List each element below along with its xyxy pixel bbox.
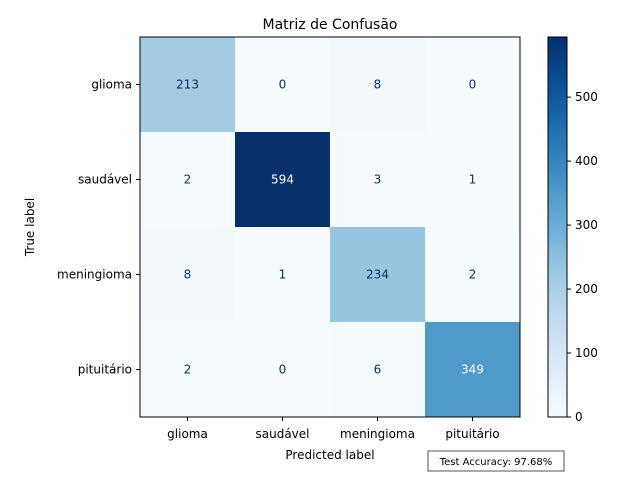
y-tick-labels: glioma saudável meningioma pituitário — [57, 78, 140, 377]
y-tick-label: glioma — [91, 78, 132, 92]
heatmap-cell — [140, 322, 236, 418]
cell-value-label: 2 — [184, 363, 192, 377]
heatmap-cell — [330, 132, 426, 228]
x-axis-label: Predicted label — [285, 448, 374, 462]
heatmap-cell — [235, 132, 331, 228]
x-tick-label: meningioma — [340, 427, 415, 441]
cell-value-label: 8 — [184, 268, 192, 282]
y-axis-label: True label — [23, 198, 37, 257]
y-tick-label: saudável — [78, 173, 132, 187]
colorbar-tick-label: 100 — [575, 346, 598, 360]
cell-value-label: 349 — [461, 363, 484, 377]
cell-value-label: 3 — [374, 173, 382, 187]
colorbar-tick-label: 0 — [575, 410, 583, 424]
heatmap-cell — [140, 227, 236, 323]
accuracy-annotation: Test Accuracy: 97.68% — [427, 450, 565, 472]
y-tick-label: meningioma — [57, 268, 132, 282]
cell-value-label: 234 — [366, 268, 389, 282]
cell-value-label: 0 — [279, 78, 287, 92]
cell-value-label: 2 — [469, 268, 477, 282]
x-tick-label: pituitário — [445, 427, 499, 441]
heatmap-cell — [235, 37, 331, 133]
y-tick-label: pituitário — [78, 363, 132, 377]
heatmap-cell — [140, 132, 236, 228]
cell-value-label: 8 — [374, 78, 382, 92]
cell-value-labels: 213 0 8 0 2 594 3 1 8 1 234 2 2 0 6 349 — [176, 78, 484, 377]
heatmap-cell — [425, 227, 521, 323]
x-tick-label: glioma — [167, 427, 208, 441]
heatmap-cell — [235, 227, 331, 323]
heatmap-cell — [140, 37, 236, 133]
heatmap-cell — [330, 227, 426, 323]
cell-value-label: 2 — [184, 173, 192, 187]
plot-frame — [139, 36, 521, 418]
cell-value-label: 594 — [271, 173, 294, 187]
cell-value-label: 0 — [469, 78, 477, 92]
heatmap-cell — [425, 132, 521, 228]
cell-value-label: 213 — [176, 78, 199, 92]
cell-value-label: 1 — [279, 268, 287, 282]
colorbar-tick-label: 200 — [575, 282, 598, 296]
cell-value-label: 0 — [279, 363, 287, 377]
accuracy-box — [427, 450, 565, 472]
heatmap-cell — [330, 322, 426, 418]
heatmap-cell — [235, 322, 331, 418]
heatmap-cell — [330, 37, 426, 133]
colorbar-tick-label: 300 — [575, 218, 598, 232]
colorbar-tick-label: 500 — [575, 90, 598, 104]
chart-title: Matriz de Confusão — [263, 17, 398, 33]
colorbar: 0 100 200 300 400 500 — [547, 36, 598, 424]
heatmap-cells — [140, 37, 521, 418]
cell-value-label: 6 — [374, 363, 382, 377]
heatmap-cell — [425, 37, 521, 133]
cell-value-label: 1 — [469, 173, 477, 187]
accuracy-text: Test Accuracy: 97.68% — [439, 457, 552, 468]
colorbar-gradient — [547, 36, 568, 418]
colorbar-tick-label: 400 — [575, 154, 598, 168]
heatmap-cell — [425, 322, 521, 418]
x-tick-labels: glioma saudável meningioma pituitário — [167, 417, 500, 441]
x-tick-label: saudável — [256, 427, 310, 441]
